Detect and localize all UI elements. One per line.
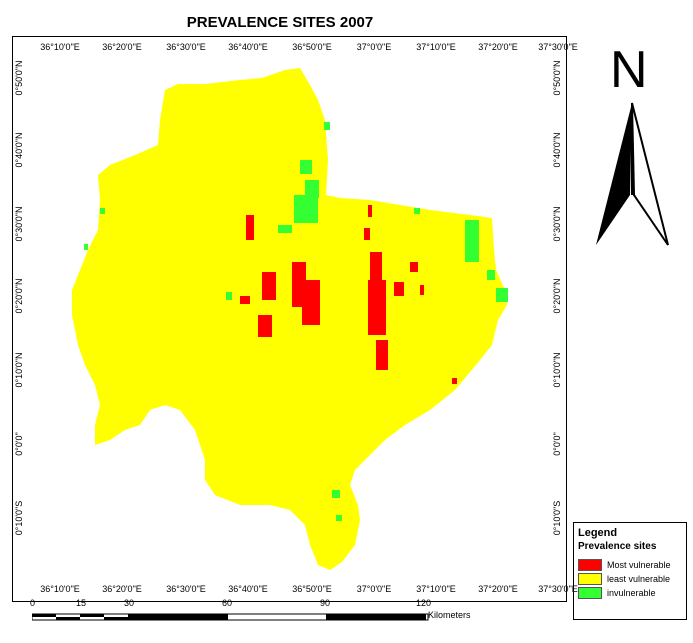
left-tick-label: 0°10'0"S: [14, 501, 24, 536]
top-tick-label: 37°20'0"E: [478, 42, 518, 52]
left-tick-label: 0°0'0": [14, 432, 24, 456]
bottom-tick-label: 36°20'0"E: [102, 584, 142, 594]
top-tick-label: 36°10'0"E: [40, 42, 80, 52]
legend-item-invulnerable: invulnerable: [578, 586, 682, 600]
top-tick-label: 37°30'0"E: [538, 42, 578, 52]
map-title: PREVALENCE SITES 2007: [186, 14, 374, 31]
top-tick-label: 36°30'0"E: [166, 42, 206, 52]
left-tick-labels: 0°50'0"N 0°40'0"N 0°30'0"N 0°20'0"N 0°10'0"N…: [14, 60, 24, 535]
bottom-tick-label: 37°10'0"E: [416, 584, 456, 594]
right-tick-label: 0°40'0"N: [552, 132, 562, 167]
legend-title: Legend: [578, 527, 618, 539]
bottom-tick-label: 37°20'0"E: [478, 584, 518, 594]
right-tick-label: 0°10'0"N: [552, 352, 562, 387]
bottom-tick-label: 36°30'0"E: [166, 584, 206, 594]
scale-label: 30: [124, 598, 135, 608]
right-tick-label: 0°0'0": [552, 432, 562, 456]
scale-bar: 0 15 30 60 90 120 Kilometers: [30, 598, 500, 628]
right-tick-label: 0°20'0"N: [552, 278, 562, 313]
most-vulnerable-patches: [240, 205, 457, 384]
left-tick-label: 0°50'0"N: [14, 60, 24, 95]
scale-label: 60: [222, 598, 233, 608]
top-tick-label: 37°0'0"E: [357, 42, 392, 52]
legend-label: Most vulnerable: [607, 560, 671, 570]
north-letter: N: [610, 41, 648, 99]
bottom-tick-label: 36°50'0"E: [292, 584, 332, 594]
bottom-tick-label: 36°10'0"E: [40, 584, 80, 594]
top-tick-label: 36°20'0"E: [102, 42, 142, 52]
bottom-tick-label: 36°40'0"E: [228, 584, 268, 594]
right-tick-labels: 0°50'0"N 0°40'0"N 0°30'0"N 0°20'0"N 0°10'0"N…: [552, 60, 562, 535]
scale-label: 15: [76, 598, 87, 608]
legend-subtitle: Prevalence sites: [578, 541, 657, 552]
left-tick-label: 0°10'0"N: [14, 352, 24, 387]
region-least-vulnerable: [72, 68, 507, 570]
right-tick-label: 0°50'0"N: [552, 60, 562, 95]
scale-label: 90: [320, 598, 331, 608]
legend-item-least-vulnerable: least vulnerable: [578, 572, 682, 586]
top-tick-label: 36°40'0"E: [228, 42, 268, 52]
legend-item-most-vulnerable: Most vulnerable: [578, 558, 682, 572]
invulnerable-patches: [84, 122, 508, 521]
scale-label: 0: [30, 598, 36, 608]
map-frame: [12, 36, 567, 602]
legend: Legend Prevalence sites Most vulnerable …: [573, 522, 687, 620]
top-tick-label: 36°50'0"E: [292, 42, 332, 52]
top-tick-labels: 36°10'0"E 36°20'0"E 36°30'0"E 36°40'0"E 36°5…: [40, 42, 578, 52]
scale-label: 120: [416, 598, 432, 608]
legend-label: least vulnerable: [607, 574, 671, 584]
right-tick-label: 0°10'0"S: [552, 501, 562, 536]
bottom-tick-labels: 36°10'0"E 36°20'0"E 36°30'0"E 36°40'0"E 36°5…: [40, 584, 578, 594]
scale-unit: Kilometers: [428, 610, 471, 620]
bottom-tick-label: 37°30'0"E: [538, 584, 578, 594]
scale-bar-graphic: [32, 613, 429, 621]
top-tick-label: 37°10'0"E: [416, 42, 456, 52]
left-tick-label: 0°30'0"N: [14, 206, 24, 241]
swatch-invulnerable: [578, 587, 602, 599]
left-tick-label: 0°20'0"N: [14, 278, 24, 313]
swatch-least-vulnerable: [578, 573, 602, 585]
north-arrow-icon: [596, 102, 669, 246]
right-tick-label: 0°30'0"N: [552, 206, 562, 241]
legend-label: invulnerable: [607, 588, 656, 598]
bottom-tick-label: 37°0'0"E: [357, 584, 392, 594]
swatch-most-vulnerable: [578, 559, 602, 571]
left-tick-label: 0°40'0"N: [14, 132, 24, 167]
